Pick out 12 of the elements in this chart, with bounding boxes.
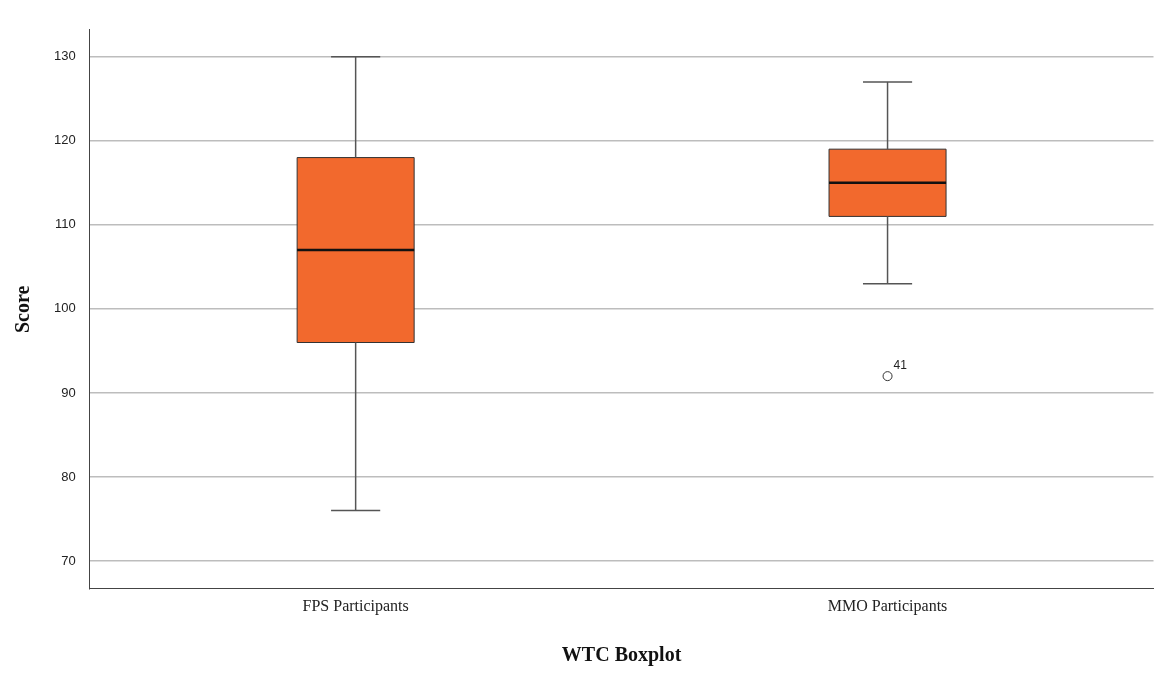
x-tick-label: MMO Participants [827, 596, 948, 615]
y-tick-label: 130 [53, 48, 76, 64]
annotation: 41 [893, 358, 908, 373]
y-tick-label: 120 [53, 132, 76, 148]
y-tick-label: 70 [61, 552, 76, 568]
y-tick-label: 110 [54, 216, 76, 232]
x-tick-label: FPS Participants [302, 596, 409, 615]
x-axis-title: WTC Boxplot [561, 643, 682, 667]
y-tick-label: 80 [61, 468, 76, 484]
y-tick-label: 100 [53, 300, 76, 316]
y-tick-label: 90 [61, 384, 76, 400]
y-axis-title: Score [11, 285, 34, 333]
